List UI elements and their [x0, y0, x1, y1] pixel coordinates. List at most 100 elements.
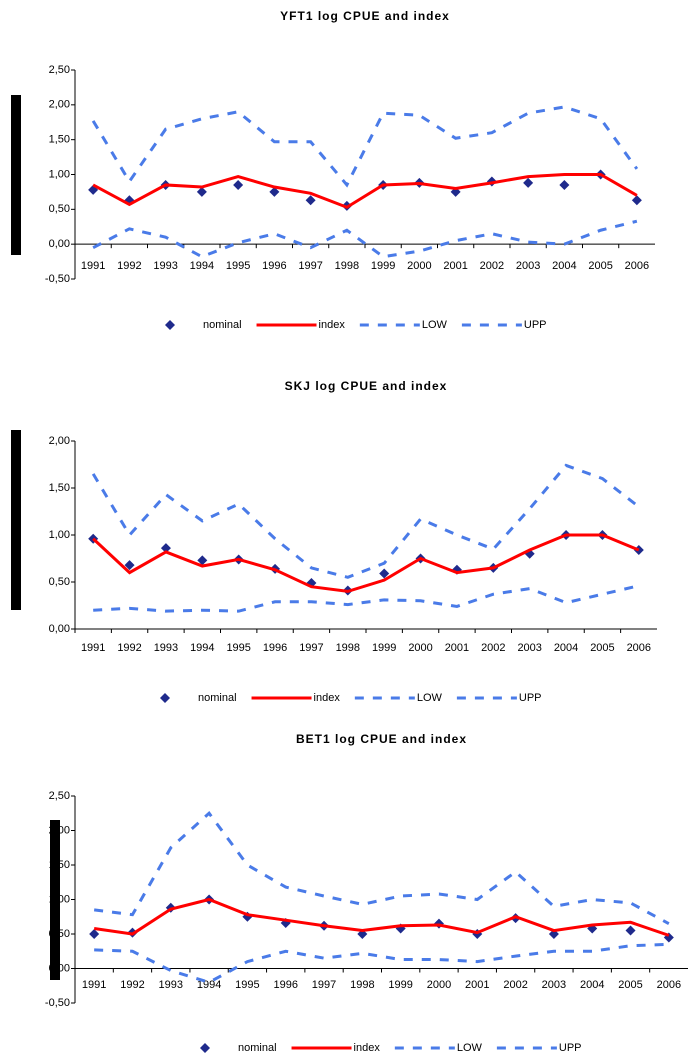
x-tick-label: 2006	[657, 979, 681, 991]
x-tick-label: 1996	[263, 642, 287, 654]
x-tick-label: 2000	[427, 979, 451, 991]
y-tick-label: 2,00	[49, 435, 70, 447]
x-tick-label: 2004	[552, 260, 576, 272]
data-point	[631, 195, 642, 206]
legend-symbol	[165, 320, 175, 330]
y-tick-label: 1,50	[49, 859, 70, 871]
y-tick-label: -0,50	[45, 997, 70, 1009]
y-tick-label: 1,00	[49, 529, 70, 541]
series-line	[92, 173, 638, 209]
x-tick-label: 1998	[336, 642, 360, 654]
x-tick-label: 1996	[273, 979, 297, 991]
legend-symbol	[160, 693, 170, 703]
data-point	[124, 560, 135, 571]
legend-label: index	[314, 692, 341, 704]
data-point	[196, 186, 207, 197]
y-tick-label: 1,00	[49, 893, 70, 905]
x-tick-label: 1992	[120, 979, 144, 991]
x-tick-label: 1998	[335, 260, 359, 272]
data-point	[379, 568, 390, 579]
x-tick-label: 1994	[190, 642, 214, 654]
legend-label: UPP	[524, 319, 547, 331]
series-line	[93, 584, 640, 613]
y-tick-label: 1,50	[49, 482, 70, 494]
legend-symbol	[200, 1043, 210, 1053]
x-tick-label: 2005	[618, 979, 642, 991]
x-tick-label: 1993	[154, 642, 178, 654]
x-tick-label: 1997	[312, 979, 336, 991]
x-tick-label: 2002	[480, 260, 504, 272]
data-point	[160, 543, 171, 554]
x-tick-label: 1991	[81, 642, 105, 654]
x-tick-label: 2005	[588, 260, 612, 272]
y-tick-label: -0,50	[45, 273, 70, 285]
x-tick-label: 1997	[298, 260, 322, 272]
x-tick-label: 2003	[517, 642, 541, 654]
series-line	[91, 463, 640, 579]
y-tick-label: 0,00	[49, 623, 70, 635]
y-tick-label: 0,50	[49, 928, 70, 940]
series-line	[91, 105, 639, 188]
y-tick-label: 0,00	[49, 962, 70, 974]
x-tick-label: 1999	[372, 642, 396, 654]
chart-title: YFT1 log CPUE and index	[280, 9, 450, 23]
x-tick-label: 2003	[542, 979, 566, 991]
x-tick-label: 1992	[117, 260, 141, 272]
series-line	[93, 897, 670, 937]
x-tick-label: 1993	[159, 979, 183, 991]
x-tick-label: 2000	[408, 642, 432, 654]
x-tick-label: 1991	[82, 979, 106, 991]
data-point	[233, 179, 244, 190]
x-tick-label: 1999	[388, 979, 412, 991]
x-tick-label: 1997	[299, 642, 323, 654]
y-tick-label: 0,50	[49, 203, 70, 215]
x-tick-label: 1993	[153, 260, 177, 272]
series-line	[94, 942, 669, 984]
x-tick-label: 1991	[81, 260, 105, 272]
x-tick-label: 1994	[190, 260, 214, 272]
axis-label-block	[50, 820, 60, 980]
x-tick-label: 1995	[226, 642, 250, 654]
x-tick-label: 2000	[407, 260, 431, 272]
data-point	[625, 925, 636, 936]
axis-label-block	[11, 95, 21, 255]
x-tick-label: 1999	[371, 260, 395, 272]
chart-title: BET1 log CPUE and index	[296, 732, 467, 746]
y-tick-label: 0,50	[49, 576, 70, 588]
data-point	[559, 179, 570, 190]
x-tick-label: 2004	[580, 979, 604, 991]
x-tick-label: 2002	[503, 979, 527, 991]
x-tick-label: 2001	[445, 642, 469, 654]
data-point	[89, 929, 100, 939]
legend-label: LOW	[422, 319, 448, 331]
x-tick-label: 2003	[516, 260, 540, 272]
y-tick-label: 1,50	[49, 134, 70, 146]
x-tick-label: 2004	[554, 642, 578, 654]
data-point	[305, 195, 316, 206]
x-tick-label: 2001	[465, 979, 489, 991]
chart-title: SKJ log CPUE and index	[285, 379, 448, 393]
y-tick-label: 2,50	[49, 64, 70, 76]
data-point	[197, 555, 208, 566]
x-tick-label: 1998	[350, 979, 374, 991]
x-tick-label: 1995	[226, 260, 250, 272]
legend-label: index	[319, 319, 346, 331]
legend-label: nominal	[203, 319, 242, 331]
data-point	[269, 186, 280, 197]
x-tick-label: 2001	[443, 260, 467, 272]
legend-label: nominal	[198, 692, 237, 704]
series-line	[92, 219, 638, 259]
legend-label: LOW	[457, 1042, 483, 1054]
axis-label-block	[11, 430, 21, 610]
y-tick-label: 0,00	[49, 238, 70, 250]
data-point	[523, 177, 534, 188]
y-tick-label: 1,00	[49, 168, 70, 180]
x-tick-label: 2006	[625, 260, 649, 272]
x-tick-label: 2002	[481, 642, 505, 654]
x-tick-label: 1995	[235, 979, 259, 991]
x-tick-label: 1992	[117, 642, 141, 654]
legend-label: nominal	[238, 1042, 277, 1054]
x-tick-label: 1996	[262, 260, 286, 272]
